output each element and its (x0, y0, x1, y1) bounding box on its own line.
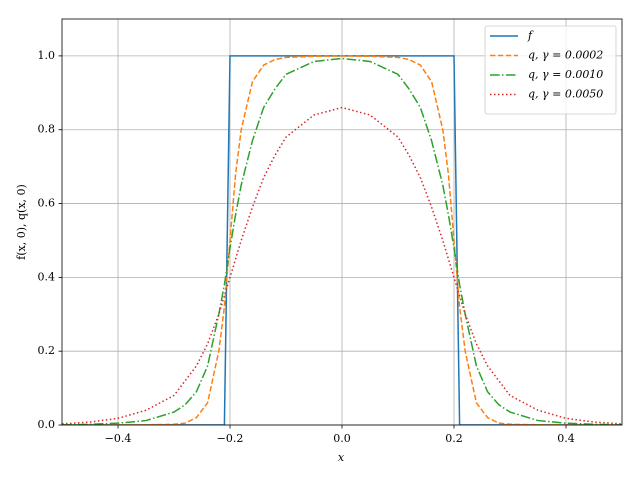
data-line (62, 55, 622, 425)
data-line (62, 106, 622, 425)
data-line (62, 57, 622, 425)
y-axis-label: f(x, 0), q(x, 0) (15, 184, 28, 260)
x-tick-label: −0.4 (105, 432, 132, 445)
x-tick-label: −0.2 (217, 432, 244, 445)
y-tick-label: 0.8 (38, 123, 56, 136)
y-tick-label: 1.0 (38, 49, 56, 62)
y-tick-label: 0.6 (38, 197, 56, 210)
plot-frame (61, 18, 623, 426)
legend-box (484, 25, 617, 115)
y-tick-label: 0.4 (38, 270, 56, 283)
legend-label: q, γ = 0.0050 (528, 88, 603, 101)
legend-label: q, γ = 0.0002 (528, 49, 603, 62)
x-axis-label: x (338, 451, 345, 464)
y-tick-label: 0.0 (38, 418, 56, 431)
y-tick-label: 0.2 (38, 344, 56, 357)
x-tick-label: 0.4 (557, 432, 575, 445)
legend-label: f (527, 29, 534, 42)
legend-label: q, γ = 0.0010 (528, 68, 603, 81)
x-tick-label: 0.2 (445, 432, 463, 445)
x-tick-label: 0.0 (333, 432, 351, 445)
